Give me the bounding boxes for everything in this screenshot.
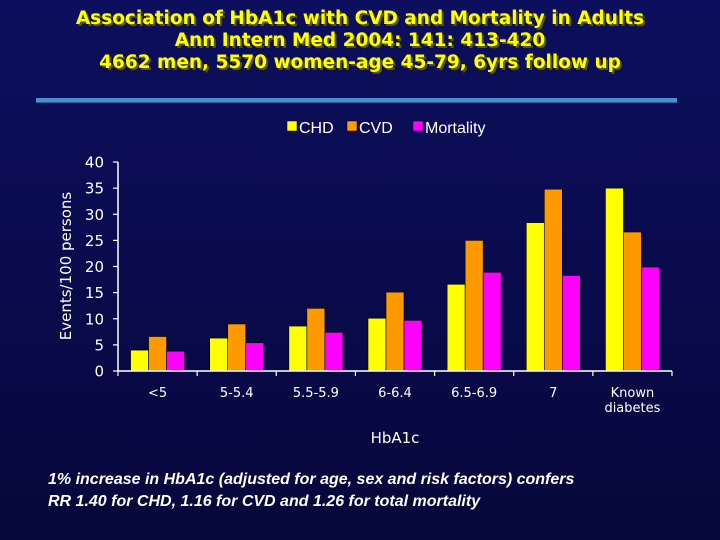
legend-swatch-mortality [412,120,424,132]
y-tick-label: 15 [85,284,104,302]
y-tick-label: 0 [94,363,104,381]
x-category-label: Known [611,386,655,401]
x-category-label: 7 [549,386,557,401]
footnote: 1% increase in HbA1c (adjusted for age, … [48,469,708,513]
y-tick-label: 10 [85,310,104,328]
title-divider [36,98,677,102]
footnote-line-2: RR 1.40 for CHD, 1.16 for CVD and 1.26 f… [48,493,481,510]
y-tick-label: 5 [94,336,104,354]
y-axis-title: Events/100 persons [57,192,75,341]
bar-cvd-4 [464,240,484,372]
bar-chd-1 [209,337,229,372]
y-tick-label: 20 [85,258,104,276]
footnote-line-1: 1% increase in HbA1c (adjusted for age, … [48,471,575,488]
x-category-label: 5-5.4 [220,386,254,401]
bar-mortality-5 [561,275,581,372]
x-category-label: 6-6.4 [378,386,412,401]
bar-chd-3 [367,317,387,372]
bar-mortality-4 [482,271,502,372]
bar-mortality-1 [245,342,265,372]
legend-swatch-chd [286,120,298,132]
legend-label-chd: CHD [299,120,334,137]
title-line-2: Ann Intern Med 2004: 141: 413-420 [174,30,546,51]
y-tick-label: 25 [85,232,104,250]
bar-cvd-6 [623,231,642,372]
bar-mortality-0 [166,350,185,372]
bar-mortality-6 [641,266,660,372]
legend-label-mortality: Mortality [425,120,485,137]
bar-mortality-3 [403,320,423,372]
bar-chd-4 [446,283,466,372]
bar-mortality-2 [324,332,344,372]
y-tick-label: 40 [85,154,104,172]
x-category-label: diabetes [604,401,660,416]
bar-cvd-2 [306,307,326,372]
slide-title: Association of HbA1c with CVD and Mortal… [0,8,720,74]
bar-chd-0 [130,349,149,372]
title-line-3: 4662 men, 5570 women-age 45-79, 6yrs fol… [99,52,621,73]
y-tick-label: 35 [85,180,104,198]
bar-cvd-5 [543,188,563,372]
y-tick-label: 30 [85,206,104,224]
bar-chd-5 [525,222,545,372]
x-category-label: <5 [148,386,167,401]
bar-chd-2 [288,325,308,372]
x-axis-title: HbA1c [371,429,420,447]
bar-chd-6 [605,187,624,372]
legend-label-cvd: CVD [359,120,393,137]
bar-cvd-0 [148,336,167,372]
bar-cvd-1 [227,323,247,372]
title-line-1: Association of HbA1c with CVD and Mortal… [75,8,645,29]
bar-cvd-3 [385,291,405,372]
legend-swatch-cvd [346,120,358,132]
x-category-label: 6.5-6.9 [451,386,497,401]
x-category-label: 5.5-5.9 [293,386,339,401]
